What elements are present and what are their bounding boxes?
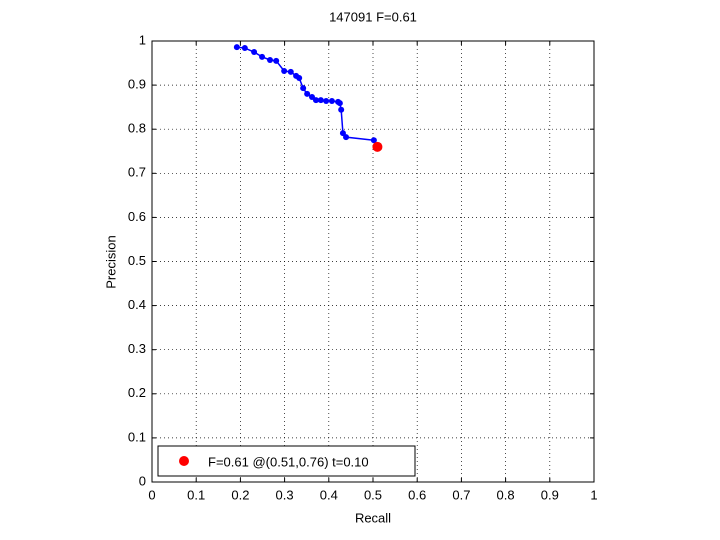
point [343, 134, 350, 141]
x-tick-label: 0.9 [541, 487, 559, 502]
point [233, 44, 240, 51]
point [281, 67, 288, 74]
point [323, 97, 330, 104]
legend-box [157, 445, 416, 477]
y-tick-label: 0 [139, 473, 146, 488]
plot-frame [151, 40, 595, 483]
x-axis-label: Recall [355, 510, 391, 525]
x-tick-label: 1 [590, 487, 597, 502]
x-tick-label: 0.5 [364, 487, 382, 502]
point [370, 137, 377, 144]
x-tick-label: 0.1 [187, 487, 205, 502]
x-tick-label: 0.4 [320, 487, 338, 502]
point [300, 85, 307, 92]
y-tick-label: 1 [139, 32, 146, 47]
chart-title: 147091 F=0.61 [329, 9, 417, 24]
y-tick-label: 0.9 [128, 77, 146, 92]
point [296, 75, 303, 82]
y-tick-label: 0.7 [128, 165, 146, 180]
legend-label: F=0.61 @(0.51,0.76) t=0.10 [208, 454, 369, 469]
x-tick-label: 0.7 [452, 487, 470, 502]
y-tick-label: 0.8 [128, 121, 146, 136]
point [338, 106, 345, 113]
point [317, 97, 324, 104]
y-tick-label: 0.6 [128, 209, 146, 224]
point [328, 97, 335, 104]
legend-marker [179, 456, 189, 466]
point [273, 57, 280, 64]
y-axis-label: Precision [103, 235, 118, 288]
x-tick-label: 0.8 [497, 487, 515, 502]
point [267, 56, 274, 63]
y-tick-label: 0.5 [128, 253, 146, 268]
point [251, 49, 258, 56]
point [241, 45, 248, 52]
x-tick-label: 0 [148, 487, 155, 502]
point [372, 141, 383, 152]
x-tick-label: 0.3 [276, 487, 294, 502]
point [287, 68, 294, 75]
y-tick-label: 0.3 [128, 341, 146, 356]
y-tick-label: 0.4 [128, 297, 146, 312]
point [304, 90, 311, 97]
point [312, 97, 319, 104]
y-tick-label: 0.1 [128, 429, 146, 444]
x-tick-label: 0.6 [408, 487, 426, 502]
x-tick-label: 0.2 [231, 487, 249, 502]
point [259, 53, 266, 60]
y-tick-label: 0.2 [128, 385, 146, 400]
point [336, 100, 343, 107]
